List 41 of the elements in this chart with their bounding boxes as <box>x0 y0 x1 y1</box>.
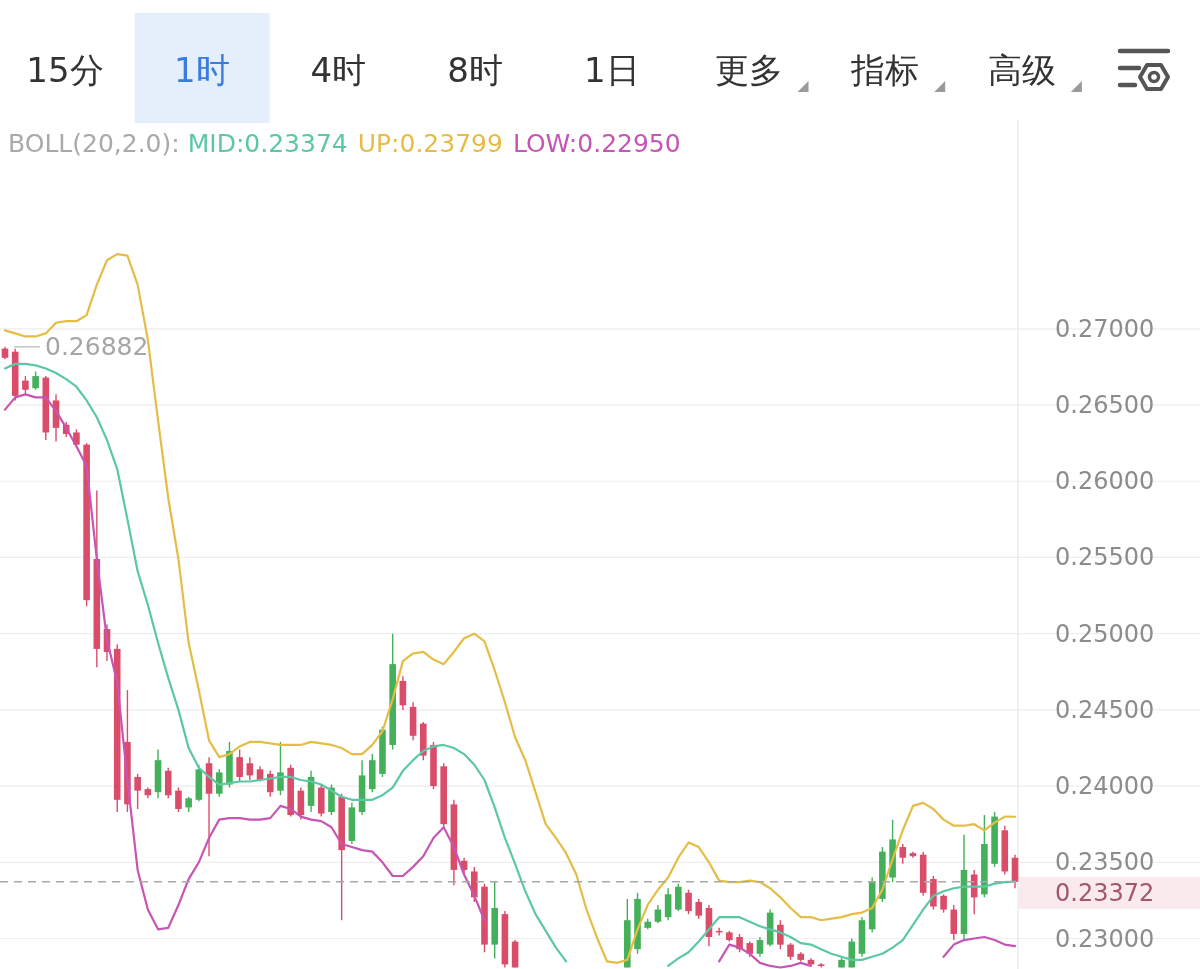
text: 更多 <box>714 50 783 90</box>
y-tick-label: 0.26000 <box>1055 467 1155 496</box>
candlestick <box>685 889 692 915</box>
candlestick <box>695 898 703 920</box>
text: 1日 <box>583 50 640 90</box>
y-tick-label: 0.26500 <box>1055 391 1155 420</box>
text: MID:0.23374 <box>187 128 348 158</box>
candlestick <box>777 919 784 950</box>
candlestick <box>266 770 274 798</box>
candlestick <box>654 904 662 924</box>
candlestick <box>236 748 243 783</box>
candlestick <box>32 370 39 391</box>
text: LOW:0.22950 <box>512 128 681 158</box>
candlestick <box>246 756 254 781</box>
text: 高级 <box>987 50 1056 90</box>
annotation: 0.26882 <box>45 332 149 362</box>
candlestick <box>940 893 947 914</box>
candlestick <box>899 843 907 865</box>
y-tick-label: 0.23500 <box>1055 848 1155 877</box>
y-tick-label: 0.23000 <box>1055 924 1155 953</box>
text: UP:0.23799 <box>357 128 503 158</box>
candlestick <box>756 936 764 958</box>
legend-title: BOLL(20,2.0): <box>8 128 180 158</box>
candlestick <box>175 786 182 813</box>
text: 1时 <box>173 50 230 90</box>
y-tick-label: 0.24500 <box>1055 695 1155 724</box>
candlestick <box>277 741 284 796</box>
y-tick-label: 0.27000 <box>1055 314 1155 343</box>
y-tick-label: 0.25500 <box>1055 543 1155 572</box>
candlestick <box>675 882 682 912</box>
text: 8时 <box>447 50 503 90</box>
line-series <box>3 253 1017 964</box>
y-tick-label: 0.24000 <box>1055 772 1155 801</box>
text: 4时 <box>310 50 367 90</box>
text: 15分 <box>26 50 104 90</box>
candlestick <box>134 773 141 810</box>
y-tick-label: 0.25000 <box>1055 619 1155 648</box>
text: 0.23372 <box>1055 878 1155 907</box>
candlestick <box>22 375 29 396</box>
text: 指标 <box>850 50 920 90</box>
candlestick <box>664 887 672 921</box>
